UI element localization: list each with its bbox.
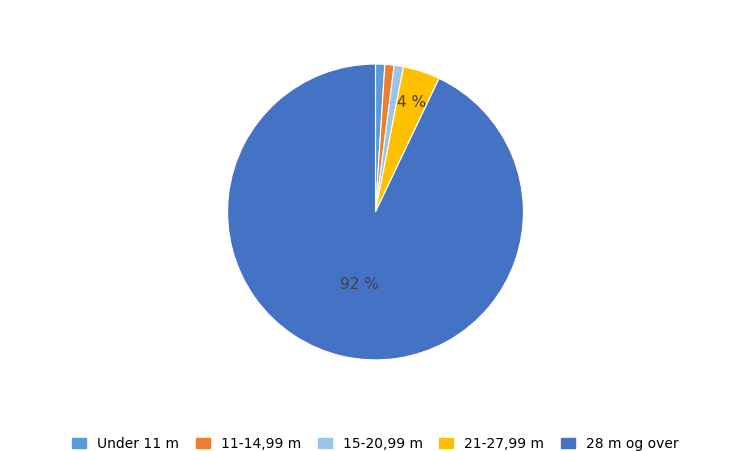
Wedge shape [228, 64, 523, 360]
Wedge shape [376, 64, 385, 212]
Wedge shape [376, 65, 403, 212]
Text: 92 %: 92 % [339, 276, 379, 292]
Text: 4 %: 4 % [397, 95, 426, 110]
Wedge shape [376, 67, 439, 212]
Legend: Under 11 m, 11-14,99 m, 15-20,99 m, 21-27,99 m, 28 m og over: Under 11 m, 11-14,99 m, 15-20,99 m, 21-2… [65, 430, 686, 451]
Wedge shape [376, 64, 394, 212]
